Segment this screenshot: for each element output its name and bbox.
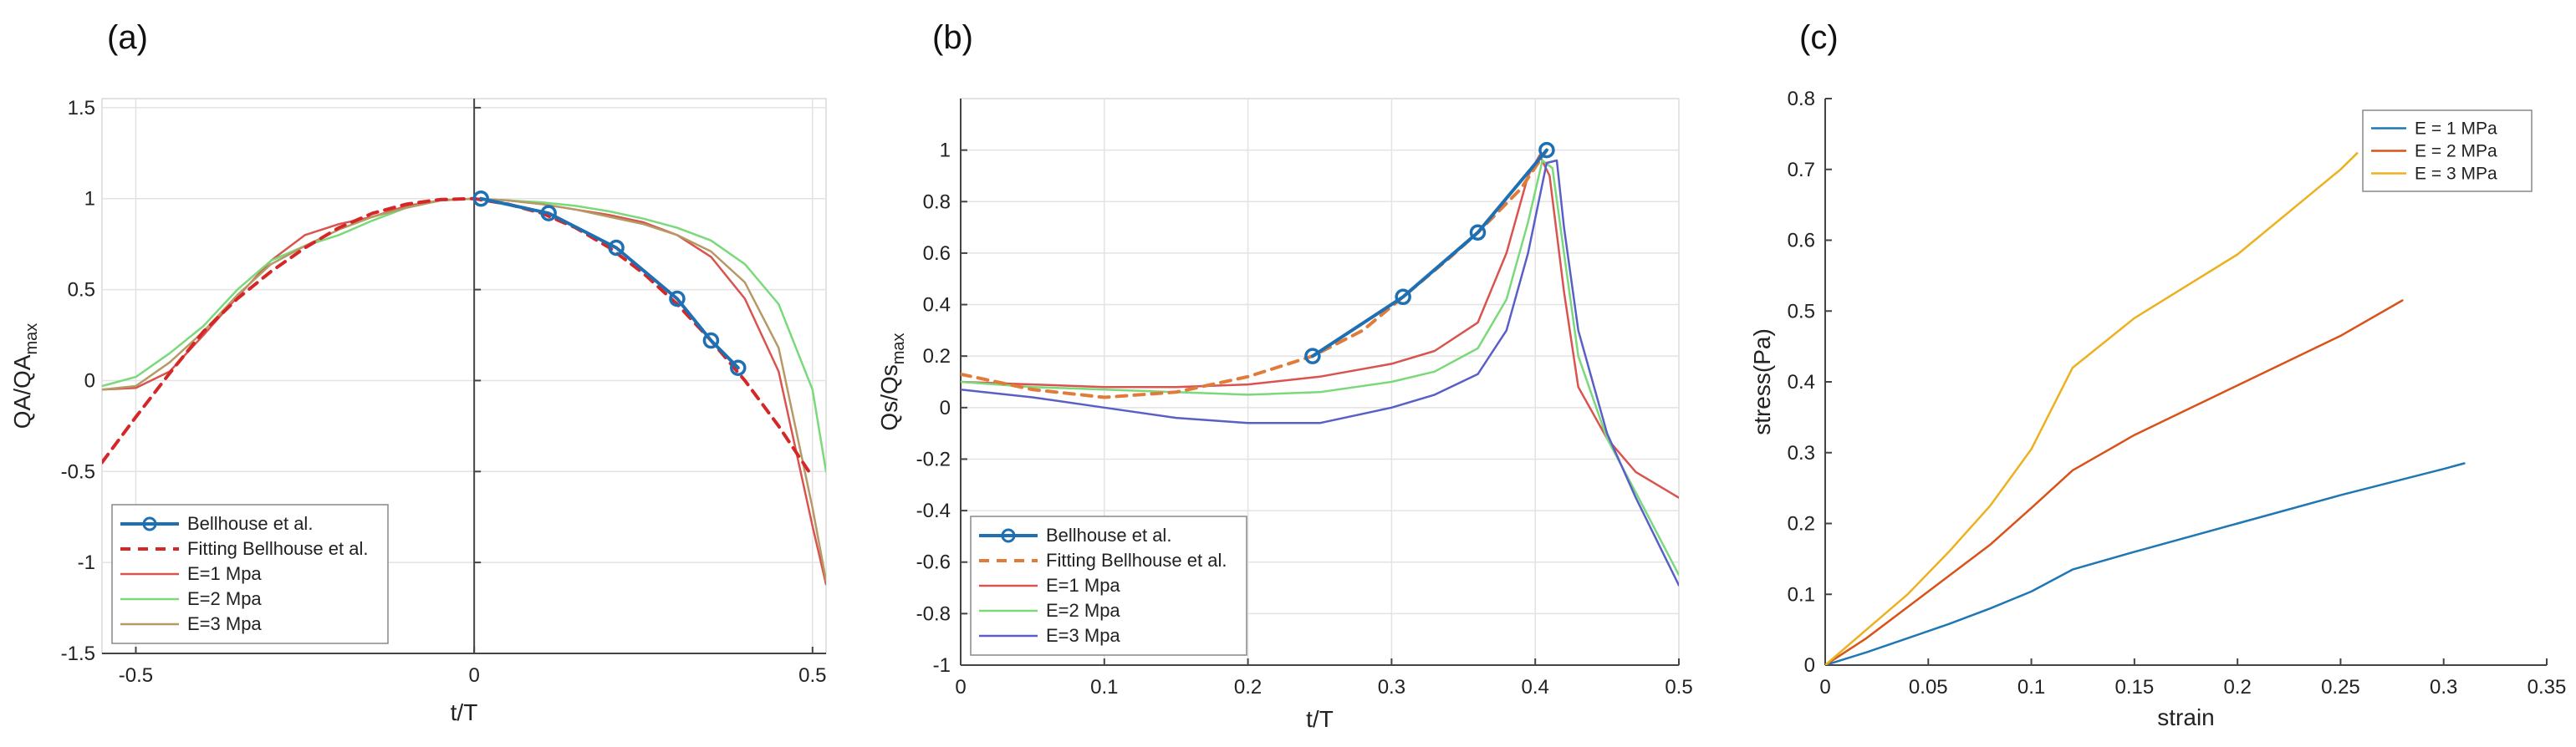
y-tick-label: 0.6	[923, 242, 951, 265]
y-tick-label: 1	[940, 140, 951, 162]
legend-label: Fitting Bellhouse et al.	[1046, 550, 1227, 571]
y-tick-label: 0.8	[923, 191, 951, 213]
data-point	[730, 359, 747, 376]
series-group	[102, 190, 826, 586]
y-tick-label: 0.1	[1788, 583, 1815, 606]
x-axis-label: t/T	[1306, 706, 1334, 732]
y-tick-label: 1	[84, 188, 95, 211]
series-group	[1825, 152, 2466, 665]
chart-panel-3: (c) 0 0.05 0.1 0.15 0.2 0.25 0.3 0.35 0 0.1 0.2 0.3 0…	[1749, 19, 2566, 730]
panel-label: (a)	[107, 19, 148, 56]
y-tick-label: 0.5	[1788, 300, 1815, 323]
y-axis-label: QA/QAmax	[9, 323, 41, 429]
x-tick-label: 0.3	[1378, 676, 1405, 699]
x-tick-label: 0.5	[1665, 676, 1692, 699]
legend: Bellhouse et al. Fitting Bellhouse et al.…	[111, 504, 389, 644]
plot-area	[1825, 99, 2547, 665]
y-tick-label: -1.5	[61, 643, 95, 665]
legend-label: E = 3 MPa	[2415, 165, 2497, 184]
legend-label: E = 2 MPa	[2415, 142, 2497, 161]
data-point	[472, 190, 489, 207]
x-tick-label: 0.3	[2430, 676, 2457, 699]
y-tick-label: 0.5	[68, 279, 95, 302]
y-tick-label: 0.4	[1788, 371, 1815, 394]
series-line-fitting-bellhouse-et-al-	[102, 196, 814, 479]
legend-label: E=3 Mpa	[187, 613, 262, 634]
legend-label: E=3 Mpa	[1046, 625, 1120, 646]
data-point	[702, 332, 720, 349]
y-tick-label: -1	[78, 551, 95, 574]
legend-marker	[1001, 528, 1016, 543]
series-line-e-3-mpa	[961, 159, 1679, 587]
legend-label: E=1 Mpa	[1046, 575, 1120, 596]
x-tick-label: 0.25	[2321, 676, 2360, 699]
x-tick-label: 0.15	[2114, 676, 2154, 699]
series-line-e-2-mpa	[1825, 299, 2404, 665]
x-tick-label: 0.2	[2223, 676, 2251, 699]
series-line-e-3-mpa	[1825, 152, 2359, 665]
x-axis-label: t/T	[451, 699, 478, 725]
data-point	[540, 205, 557, 221]
x-tick-label: 0.4	[1522, 676, 1549, 699]
legend: E = 1 MPa E = 2 MPa E = 3 MPa	[2362, 109, 2533, 192]
y-tick-label: 0.3	[1788, 442, 1815, 465]
y-tick-label: -0.4	[916, 500, 951, 522]
data-point	[1538, 141, 1555, 159]
y-axis-label: stress(Pa)	[1749, 328, 1775, 435]
x-tick-label: -0.5	[119, 664, 153, 687]
legend-label: Bellhouse et al.	[1046, 525, 1171, 546]
y-tick-label: -0.2	[916, 448, 951, 470]
legend-label: E = 1 MPa	[2415, 119, 2497, 139]
panel-label: (b)	[932, 19, 973, 56]
y-tick-label: 0.2	[1788, 513, 1815, 536]
data-point	[1395, 288, 1411, 306]
x-tick-label: 0.2	[1234, 676, 1262, 699]
x-axis-label: strain	[2157, 704, 2214, 730]
x-tick-label: 0.1	[1090, 676, 1118, 699]
y-axis-label: Qs/Qsmax	[876, 333, 908, 430]
legend-label: Fitting Bellhouse et al.	[187, 538, 368, 559]
data-point	[669, 290, 686, 307]
y-tick-label: 0	[1804, 654, 1815, 677]
y-tick-label: -0.6	[916, 551, 951, 574]
x-tick-label: 0.1	[2017, 676, 2045, 699]
series-group	[961, 141, 1679, 587]
data-point	[1469, 224, 1487, 241]
series-line-bellhouse-et-al-	[1310, 148, 1548, 358]
y-tick-label: 0.2	[923, 345, 951, 368]
y-tick-label: 0.6	[1788, 230, 1815, 252]
legend-marker	[142, 516, 157, 531]
x-tick-label: 0	[468, 664, 479, 687]
y-tick-label: 0	[84, 369, 95, 392]
y-tick-label: 1.5	[68, 97, 95, 119]
y-tick-label: 0	[940, 397, 951, 419]
series-line-e-1-mpa	[961, 154, 1679, 499]
legend-label: E=2 Mpa	[187, 588, 262, 609]
y-tick-label: -1	[933, 654, 951, 677]
y-tick-label: 0.8	[1788, 88, 1815, 110]
chart-panel-1: (a) -0.5 0 0.5 -1.5 -1 -0.5 0 0.5 1 1.5 t/T QA/QAmax…	[9, 19, 827, 725]
x-tick-label: 0.05	[1909, 676, 1948, 699]
x-tick-label: 0	[1819, 676, 1830, 699]
data-point	[1304, 348, 1321, 364]
series-line-e-1-mpa	[1825, 462, 2466, 665]
chart-panel-2: (b) 0 0.1 0.2 0.3 0.4 0.5 -1 -0.8 -0.6 -0.4 -0.2 0 0.…	[876, 19, 1693, 732]
y-tick-label: 0.4	[923, 294, 951, 317]
series-line-fitting-bellhouse-et-al-	[961, 148, 1548, 399]
x-tick-label: 0.35	[2528, 676, 2567, 699]
data-point	[608, 239, 625, 257]
y-tick-label: 0.7	[1788, 159, 1815, 181]
panel-label: (c)	[1799, 19, 1839, 56]
x-tick-label: 0	[955, 676, 966, 699]
legend: Bellhouse et al. Fitting Bellhouse et al.…	[970, 516, 1247, 656]
series-line-e-2-mpa	[961, 159, 1679, 577]
legend-label: E=1 Mpa	[187, 563, 262, 584]
y-tick-label: -0.5	[61, 460, 95, 483]
legend-label: Bellhouse et al.	[187, 513, 313, 534]
x-tick-label: 0.5	[798, 664, 826, 687]
y-tick-label: -0.8	[916, 602, 951, 625]
legend-label: E=2 Mpa	[1046, 600, 1120, 621]
